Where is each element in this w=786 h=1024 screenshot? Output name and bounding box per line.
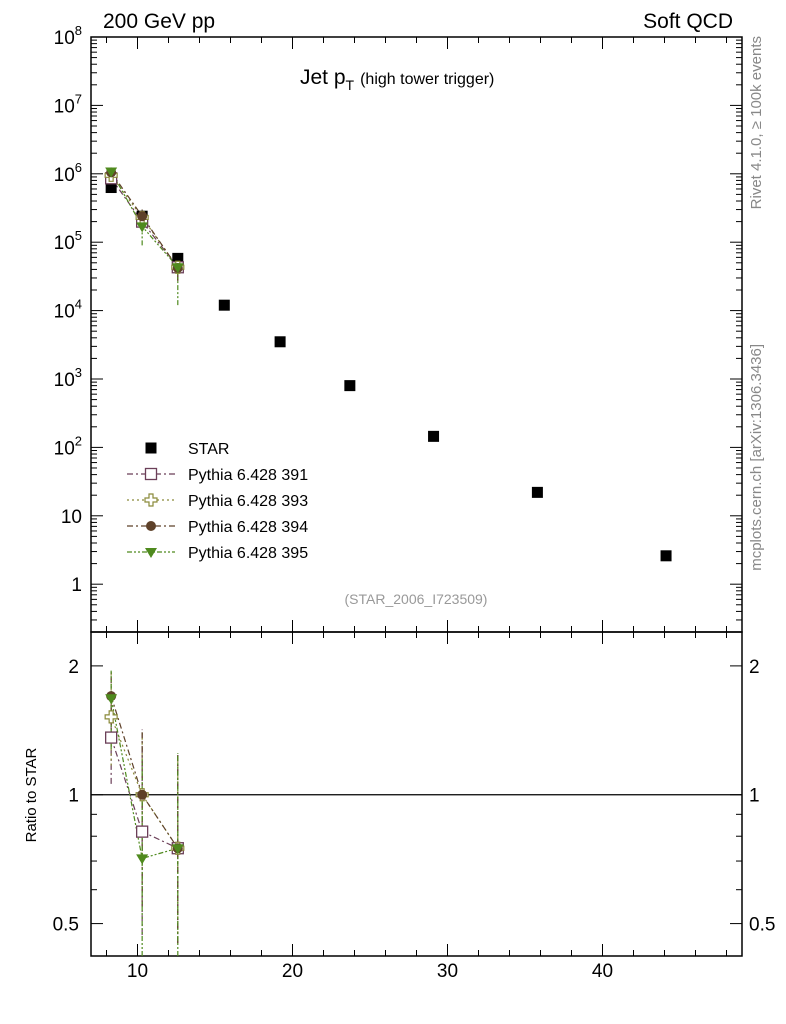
legend-label-star: STAR [188, 441, 229, 458]
main-y-tick-label: 107 [54, 91, 82, 117]
main-y-tick-label: 102 [54, 433, 82, 459]
ratio-point-p394 [137, 789, 148, 800]
legend-marker-p395 [145, 548, 157, 558]
ratio-line-p395 [110, 698, 178, 860]
ratio-y-tick-label-right: 2 [749, 657, 760, 678]
ratio-y-tick-label-left: 0.5 [53, 915, 79, 936]
rivet-side-label: Rivet 4.1.0, ≥ 100k events [748, 36, 765, 209]
header-left-label: 200 GeV pp [103, 10, 215, 33]
mcplots-side-label: mcplots.cern.ch [arXiv:1306.3436] [748, 344, 765, 571]
ratio-point-p393 [104, 710, 118, 724]
main-y-tick-label: 106 [54, 160, 82, 186]
main-point-star [274, 336, 286, 348]
ratio-point-p395 [105, 694, 118, 705]
legend-label-p391: Pythia 6.428 391 [188, 467, 308, 484]
ratio-point-p391 [135, 825, 149, 838]
main-line-p394 [110, 172, 179, 269]
main-y-tick-label: 104 [54, 297, 82, 323]
ratio-line-p393 [110, 716, 179, 849]
main-y-tick-label: 10 [61, 507, 82, 528]
ratio-point-p395 [171, 844, 184, 855]
main-point-star [218, 299, 230, 311]
main-plot-frame [90, 36, 743, 633]
ratio-y-axis-label: Ratio to STAR [23, 747, 40, 842]
ratio-point-p395 [136, 854, 149, 865]
legend-marker-p391 [144, 467, 158, 481]
main-point-p395 [136, 222, 149, 233]
ratio-y-tick-label-left: 1 [68, 786, 79, 807]
ratio-y-tick-label-right: 1 [749, 786, 760, 807]
ratio-point-p391 [105, 731, 118, 744]
main-point-p394 [137, 211, 148, 222]
main-y-tick-label: 103 [54, 365, 82, 391]
x-tick-label: 20 [282, 961, 303, 982]
main-point-star [660, 550, 672, 562]
main-point-star [344, 380, 356, 392]
header-right-label: Soft QCD [643, 10, 733, 33]
x-tick-label: 10 [127, 961, 148, 982]
main-line-p391 [110, 177, 179, 268]
plot-title: Jet pT (high tower trigger) [300, 66, 494, 93]
legend-label-p394: Pythia 6.428 394 [188, 519, 308, 536]
analysis-watermark: (STAR_2006_I723509) [345, 591, 488, 607]
main-point-p395 [105, 167, 118, 178]
main-point-star [428, 430, 440, 442]
ratio-y-tick-label-left: 2 [68, 657, 79, 678]
legend-marker-p394 [146, 521, 156, 531]
legend-label-p395: Pythia 6.428 395 [188, 545, 308, 562]
main-y-tick-label: 105 [54, 228, 82, 254]
main-y-tick-label: 108 [54, 23, 82, 49]
ratio-line-p394 [110, 695, 179, 849]
x-tick-label: 40 [592, 961, 613, 982]
x-tick-label: 30 [437, 961, 458, 982]
ratio-y-tick-label-right: 0.5 [749, 915, 775, 936]
legend-marker-star [145, 442, 157, 454]
ratio-plot-frame [90, 631, 743, 957]
main-y-tick-label: 1 [71, 575, 82, 596]
legend-label-p393: Pythia 6.428 393 [188, 493, 308, 510]
legend-marker-p393 [144, 493, 158, 507]
main-point-star [531, 486, 543, 498]
main-point-star [172, 252, 184, 264]
main-point-star [105, 182, 117, 194]
main-point-p395 [171, 263, 184, 274]
